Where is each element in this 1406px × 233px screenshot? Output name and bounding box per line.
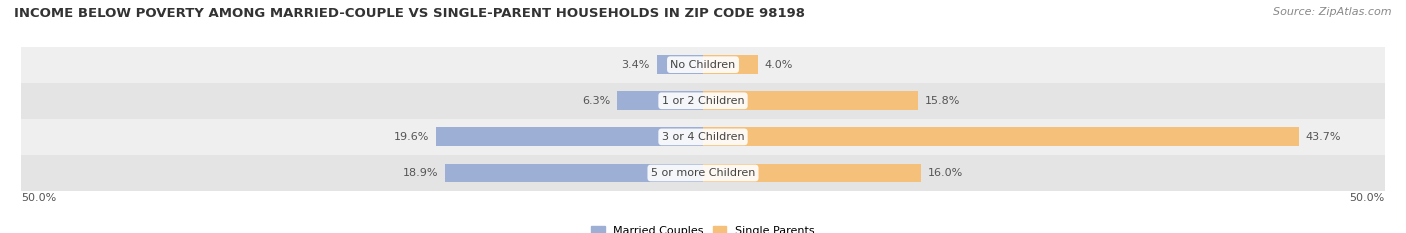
Text: 16.0%: 16.0% — [928, 168, 963, 178]
Bar — [436, 127, 703, 146]
Legend: Married Couples, Single Parents: Married Couples, Single Parents — [592, 226, 814, 233]
Bar — [21, 119, 1385, 155]
Bar — [657, 55, 703, 74]
Text: 43.7%: 43.7% — [1306, 132, 1341, 142]
Bar — [703, 55, 758, 74]
Text: No Children: No Children — [671, 60, 735, 70]
Bar — [617, 91, 703, 110]
Text: 6.3%: 6.3% — [582, 96, 610, 106]
Bar — [446, 164, 703, 182]
Text: Source: ZipAtlas.com: Source: ZipAtlas.com — [1274, 7, 1392, 17]
Bar — [21, 155, 1385, 191]
Text: 18.9%: 18.9% — [404, 168, 439, 178]
Text: 1 or 2 Children: 1 or 2 Children — [662, 96, 744, 106]
Text: 50.0%: 50.0% — [1350, 193, 1385, 203]
Text: INCOME BELOW POVERTY AMONG MARRIED-COUPLE VS SINGLE-PARENT HOUSEHOLDS IN ZIP COD: INCOME BELOW POVERTY AMONG MARRIED-COUPL… — [14, 7, 806, 20]
Text: 3.4%: 3.4% — [621, 60, 650, 70]
Text: 19.6%: 19.6% — [394, 132, 429, 142]
Bar — [703, 127, 1299, 146]
Bar — [21, 83, 1385, 119]
Bar — [703, 91, 918, 110]
Text: 3 or 4 Children: 3 or 4 Children — [662, 132, 744, 142]
Bar — [21, 47, 1385, 83]
Text: 4.0%: 4.0% — [765, 60, 793, 70]
Bar — [703, 164, 921, 182]
Text: 15.8%: 15.8% — [925, 96, 960, 106]
Text: 50.0%: 50.0% — [21, 193, 56, 203]
Text: 5 or more Children: 5 or more Children — [651, 168, 755, 178]
